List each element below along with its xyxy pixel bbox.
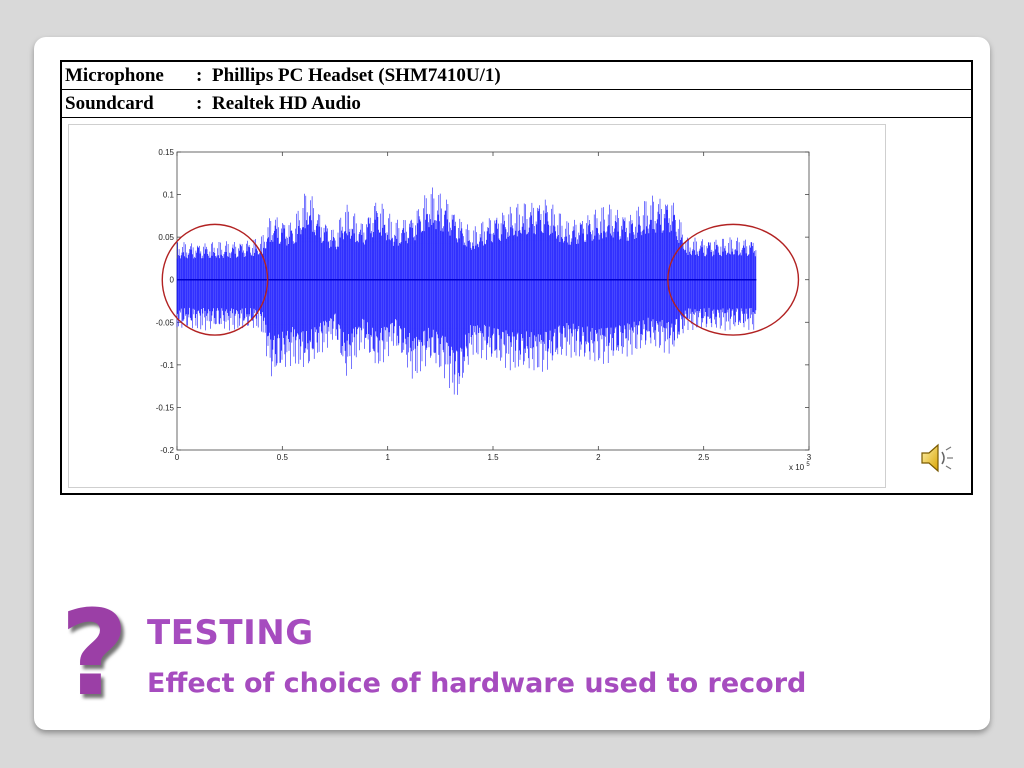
microphone-label: Microphone xyxy=(65,65,164,86)
speaker-icon-graphic xyxy=(921,443,953,473)
question-mark-icon: ? xyxy=(60,584,129,722)
y-tick-label: 0.05 xyxy=(158,233,174,242)
y-tick-label: -0.15 xyxy=(156,403,175,412)
waveform-chart-frame: 0.15 0.1 0.05 0 -0.05 -0.1 -0.15 -0.2 0 0.5 1 1.5 2 2… xyxy=(68,124,886,488)
y-tick-label: -0.2 xyxy=(160,446,174,455)
waveform-chart: 0.150.10.050-0.05-0.1-0.15-0.20 0.5 1 1.5 2 2… xyxy=(156,148,812,472)
silence-highlight-right xyxy=(667,223,800,336)
x-tick-label: 1 xyxy=(385,453,390,462)
x-tick-label: 0.5 xyxy=(277,453,289,462)
soundcard-label: Soundcard xyxy=(65,93,154,114)
y-tick-label: 0 xyxy=(170,276,175,285)
soundcard-row: Soundcard : Realtek HD Audio xyxy=(62,90,971,118)
y-tick-label: 0.15 xyxy=(158,148,174,157)
x-axis-multiplier-base: x 10 xyxy=(789,463,806,472)
x-axis-multiplier-exponent: 5 xyxy=(806,462,810,468)
y-tick-label: 0.1 xyxy=(163,191,175,200)
x-tick-label: 3 xyxy=(807,453,812,462)
microphone-row: Microphone : Phillips PC Headset (SHM741… xyxy=(62,62,971,90)
x-tick-label: 2 xyxy=(596,453,601,462)
x-tick-label: 1.5 xyxy=(487,453,499,462)
y-tick-label: -0.05 xyxy=(156,318,175,327)
silence-highlight-left xyxy=(161,223,269,336)
hardware-table: Microphone : Phillips PC Headset (SHM741… xyxy=(60,60,973,495)
soundcard-separator: : xyxy=(196,93,203,114)
y-tick-label: -0.1 xyxy=(160,361,174,370)
speaker-icon[interactable] xyxy=(918,440,958,476)
microphone-value: Phillips PC Headset (SHM7410U/1) xyxy=(212,65,501,86)
x-tick-label: 0 xyxy=(175,453,180,462)
slide-title: TESTING xyxy=(147,613,314,653)
x-tick-label: 2.5 xyxy=(698,453,710,462)
soundcard-value: Realtek HD Audio xyxy=(212,93,361,114)
x-axis-multiplier: x 10 5 xyxy=(789,462,810,472)
slide-subtitle: Effect of choice of hardware used to rec… xyxy=(147,668,807,699)
microphone-separator: : xyxy=(196,65,203,86)
